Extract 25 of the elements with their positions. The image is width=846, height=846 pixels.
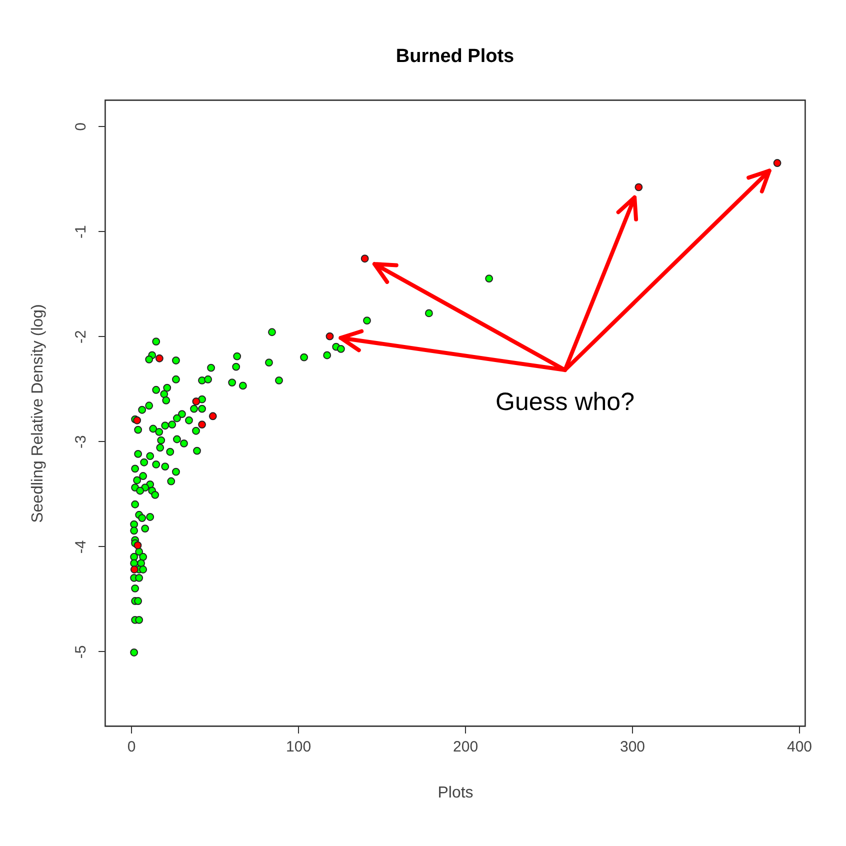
point — [208, 412, 217, 420]
x-tick-label: 100 — [286, 738, 312, 756]
point — [634, 183, 643, 192]
y-tick-label: 0 — [72, 122, 90, 131]
point — [134, 541, 142, 550]
y-axis-title: Seedling Relative Density (log) — [30, 304, 46, 523]
x-axis-title: Plots — [438, 784, 474, 802]
y-tick-label: -1 — [72, 225, 90, 238]
point — [326, 332, 334, 340]
annotation: Guess who? — [496, 388, 634, 416]
point — [198, 420, 206, 429]
point — [360, 254, 369, 263]
x-tick-label: 200 — [453, 738, 478, 756]
y-tick-label: -4 — [72, 540, 90, 554]
point — [130, 566, 138, 574]
x-tick-label: 300 — [620, 738, 646, 756]
x-tick-label: 400 — [786, 738, 812, 756]
point — [155, 354, 164, 362]
point — [773, 159, 782, 167]
y-tick-label: -3 — [72, 435, 90, 449]
chart-title: Burned Plots — [396, 46, 514, 67]
x-tick-label: 0 — [127, 738, 136, 756]
y-tick-label: -5 — [72, 645, 90, 659]
point — [192, 397, 200, 406]
y-tick-label: -2 — [72, 330, 90, 344]
